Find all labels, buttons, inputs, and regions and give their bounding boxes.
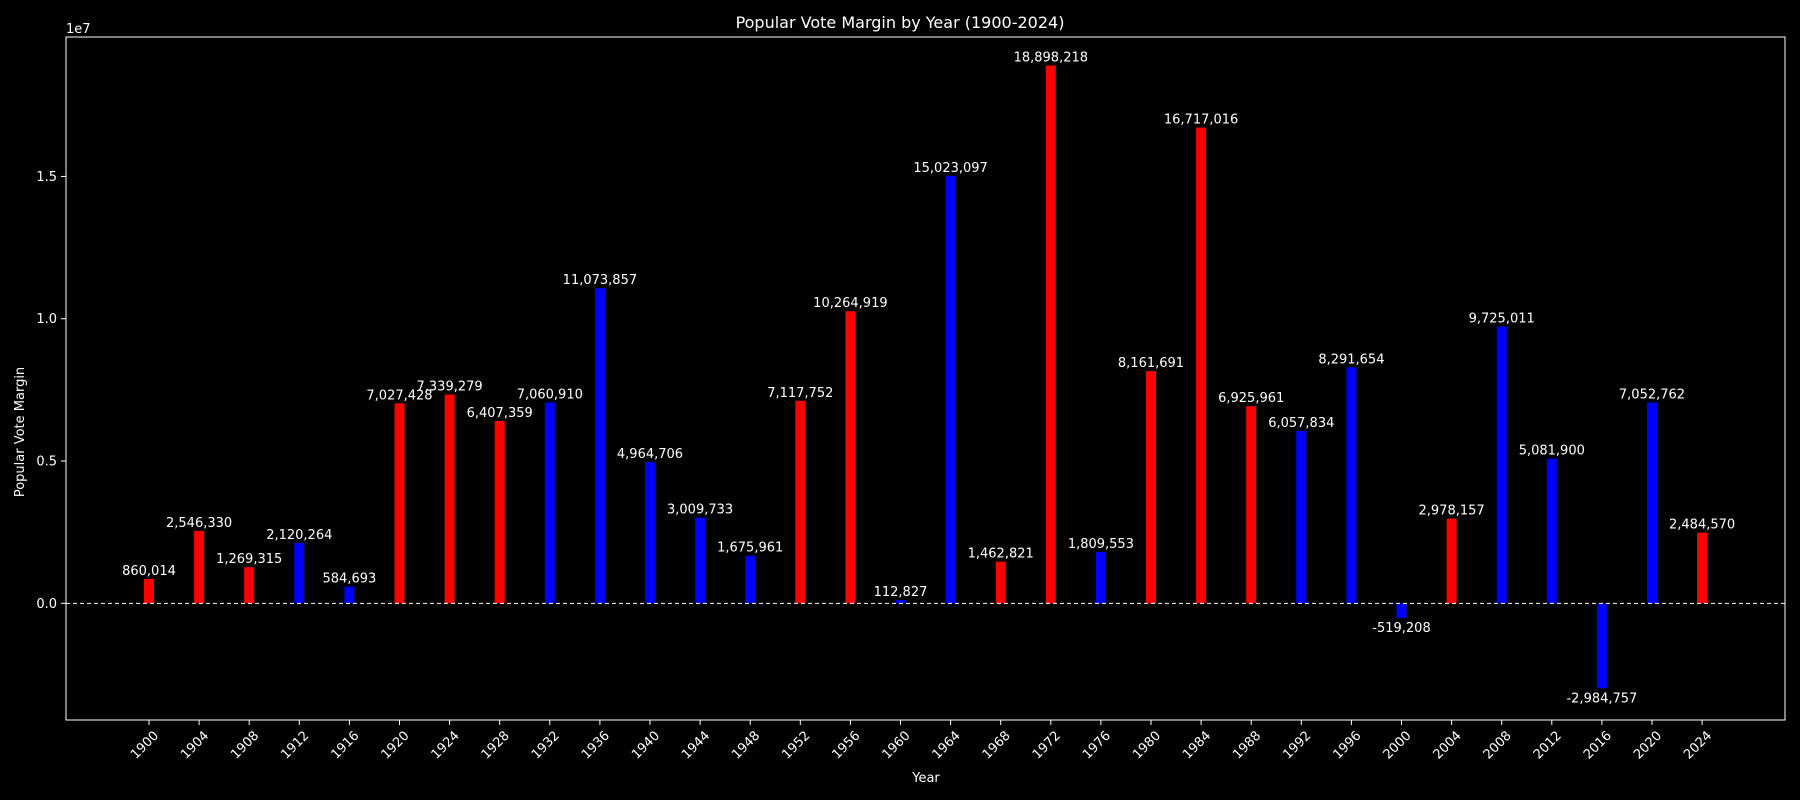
bar-value-label-1996: 8,291,654 (1318, 352, 1384, 367)
bar-2024 (1697, 532, 1708, 604)
bar-value-label-1976: 1,809,553 (1068, 537, 1134, 552)
bar-value-label-2012: 5,081,900 (1519, 444, 1585, 459)
y-axis-label: Popular Vote Margin (13, 367, 28, 497)
bar-1964 (945, 175, 956, 604)
y-tick-label: 0.5 (36, 455, 57, 470)
bar-1952 (795, 400, 806, 604)
bar-1944 (695, 517, 706, 604)
bar-value-label-2008: 9,725,011 (1469, 312, 1535, 327)
chart-title: Popular Vote Margin by Year (1900-2024) (736, 13, 1065, 32)
y-ticks-group: 0.0 0.5 1.0 1.5 (36, 170, 66, 612)
bar-1940 (645, 462, 655, 604)
x-axis-label: Year (911, 771, 940, 786)
bar-value-label-1920: 7,027,428 (366, 388, 432, 403)
bar-1920 (394, 403, 405, 604)
bar-value-label-2000: -519,208 (1372, 621, 1430, 636)
bar-1984 (1196, 127, 1207, 604)
bar-1948 (745, 555, 756, 604)
y-tick-label: 1.5 (36, 170, 57, 185)
bar-1912 (294, 542, 305, 604)
bar-value-label-1904: 2,546,330 (166, 516, 232, 531)
bars-group (144, 65, 1708, 689)
bar-1956 (845, 311, 856, 604)
bar-1936 (594, 288, 605, 604)
y-axis-offset-label: 1e7 (66, 22, 91, 37)
bar-labels-group: 860,014 2,546,330 1,269,315 2,120,264 584,69… (122, 51, 1735, 707)
bar-value-label-1944: 3,009,733 (667, 503, 733, 518)
bar-2016 (1596, 603, 1607, 689)
bar-1992 (1296, 430, 1307, 604)
bar-value-label-1968: 1,462,821 (968, 547, 1034, 562)
bar-1960 (895, 600, 906, 604)
bar-1980 (1146, 371, 1156, 604)
bar-1988 (1246, 406, 1257, 604)
bar-2008 (1496, 326, 1507, 604)
bar-value-label-1948: 1,675,961 (717, 541, 783, 556)
bar-1972 (1045, 65, 1056, 604)
bar-1916 (344, 586, 355, 604)
bar-1908 (244, 567, 255, 604)
bar-1904 (194, 530, 205, 604)
plot-frame (65, 36, 1786, 721)
y-tick-label: 1.0 (36, 312, 57, 327)
bar-value-label-2024: 2,484,570 (1669, 518, 1735, 533)
bar-value-label-2004: 2,978,157 (1419, 504, 1485, 519)
bar-value-label-2016: -2,984,757 (1566, 691, 1637, 706)
bar-value-label-1988: 6,925,961 (1218, 391, 1284, 406)
bar-value-label-1952: 7,117,752 (767, 386, 833, 401)
bar-1932 (544, 402, 555, 604)
bar-value-label-1984: 16,717,016 (1164, 113, 1238, 128)
bar-1924 (444, 394, 455, 604)
bar-1928 (494, 420, 505, 604)
bar-value-label-1912: 2,120,264 (266, 528, 332, 543)
bar-2012 (1546, 458, 1557, 604)
bar-value-label-1972: 18,898,218 (1014, 51, 1088, 66)
bar-value-label-1900: 860,014 (122, 564, 176, 579)
bar-1968 (995, 561, 1006, 604)
bar-value-label-1908: 1,269,315 (216, 552, 282, 567)
bar-value-label-1932: 7,060,910 (517, 387, 583, 402)
bar-value-label-2020: 7,052,762 (1619, 388, 1685, 403)
bar-value-label-1936: 11,073,857 (563, 273, 637, 288)
bar-2000 (1396, 603, 1407, 619)
bar-2020 (1647, 402, 1657, 604)
bar-2004 (1446, 518, 1457, 604)
bar-value-label-1980: 8,161,691 (1118, 356, 1184, 371)
bar-1900 (144, 578, 154, 604)
bar-value-label-1916: 584,693 (323, 572, 377, 587)
bar-value-label-1956: 10,264,919 (813, 296, 887, 311)
bar-value-label-1928: 6,407,359 (467, 406, 533, 421)
bar-1976 (1095, 551, 1106, 604)
y-tick-label: 0.0 (36, 597, 57, 612)
bar-value-label-1992: 6,057,834 (1268, 416, 1334, 431)
bar-1996 (1346, 367, 1357, 604)
bar-value-label-1960: 112,827 (874, 585, 928, 600)
bar-value-label-1964: 15,023,097 (913, 161, 987, 176)
bar-value-label-1940: 4,964,706 (617, 447, 683, 462)
bar-value-label-1924: 7,339,279 (417, 379, 483, 394)
